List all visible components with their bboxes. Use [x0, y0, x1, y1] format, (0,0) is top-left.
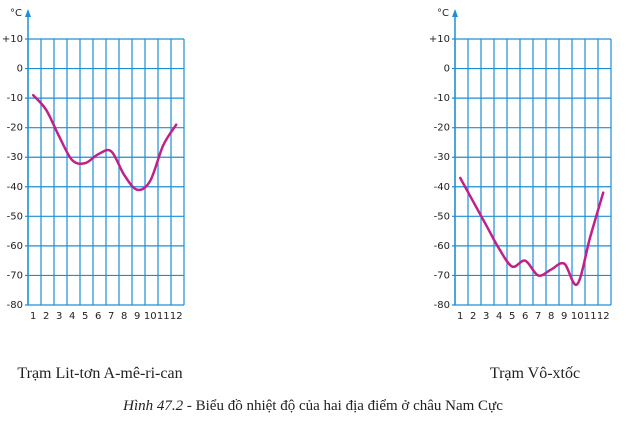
y-axis-arrow [25, 9, 31, 17]
x-tick-label: 8 [121, 311, 127, 322]
x-tick-label: 7 [535, 311, 541, 322]
x-tick-label: 6 [95, 311, 101, 322]
x-tick-label: 2 [470, 311, 476, 322]
x-tick-label: 4 [496, 311, 502, 322]
y-tick-label: +10 [429, 34, 450, 45]
x-tick-label: 8 [548, 311, 554, 322]
x-tick-label: 11 [157, 311, 170, 322]
x-tick-label: 11 [584, 311, 597, 322]
x-tick-label: 5 [82, 311, 88, 322]
x-tick-label: 9 [134, 311, 140, 322]
caption: Hình 47.2 - Biểu đồ nhiệt độ của hai địa… [122, 398, 503, 414]
temperature-line [31, 93, 178, 192]
y-axis-arrow [452, 9, 458, 17]
x-tick-label: 9 [561, 311, 567, 322]
temperature-line [458, 176, 605, 287]
x-tick-label: 6 [522, 311, 528, 322]
y-axis-label: °C [437, 8, 449, 19]
y-tick-label: +10 [2, 34, 23, 45]
x-tick-label: 12 [170, 311, 183, 322]
x-tick-label: 2 [43, 311, 49, 322]
x-tick-label: 1 [30, 311, 36, 322]
x-tick-label: 4 [69, 311, 75, 322]
x-tick-label: 3 [56, 311, 62, 322]
y-tick-label: -80 [7, 300, 23, 311]
x-tick-label: 3 [483, 311, 489, 322]
y-tick-label: -20 [434, 123, 450, 134]
y-axis-label: °C [10, 8, 22, 19]
x-tick-label: 10 [144, 311, 157, 322]
x-tick-label: 5 [509, 311, 515, 322]
y-tick-label: -20 [7, 123, 23, 134]
y-tick-label: -40 [7, 182, 23, 193]
x-tick-label: 1 [457, 311, 463, 322]
chart-title: Trạm Vô-xtốc [490, 365, 580, 382]
y-tick-label: -70 [434, 270, 450, 281]
y-tick-label: -60 [434, 241, 450, 252]
x-tick-label: 7 [108, 311, 114, 322]
x-tick-label: 12 [597, 311, 610, 322]
y-tick-label: -30 [434, 152, 450, 163]
y-tick-label: -30 [7, 152, 23, 163]
y-tick-label: -80 [434, 300, 450, 311]
caption-text: - Biểu đồ nhiệt độ của hai địa điểm ở ch… [187, 398, 503, 414]
chart-title: Trạm Lit-tơn A-mê-ri-can [17, 365, 182, 382]
y-tick-label: 0 [17, 64, 23, 75]
y-tick-label: -10 [434, 93, 450, 104]
y-tick-label: 0 [444, 64, 450, 75]
y-tick-label: -70 [7, 270, 23, 281]
y-tick-label: -60 [7, 241, 23, 252]
y-tick-label: -10 [7, 93, 23, 104]
caption-label: Hình 47.2 [122, 398, 184, 414]
y-tick-label: -50 [434, 211, 450, 222]
x-tick-label: 10 [571, 311, 584, 322]
y-tick-label: -40 [434, 182, 450, 193]
y-tick-label: -50 [7, 211, 23, 222]
